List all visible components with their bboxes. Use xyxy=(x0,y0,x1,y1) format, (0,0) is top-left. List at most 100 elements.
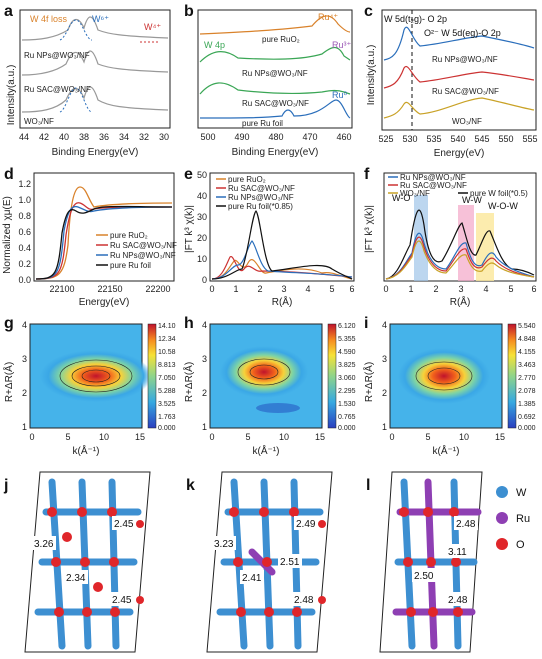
x-tick: 15 xyxy=(495,432,505,442)
panel-label: d xyxy=(4,166,14,183)
oxygen-atom xyxy=(428,607,438,617)
bond-length: 3.23 xyxy=(214,539,234,550)
bond-length: 2.51 xyxy=(280,557,300,568)
trace-ru-nps xyxy=(35,205,173,280)
x-tick: 32 xyxy=(139,132,149,142)
y-tick: 30 xyxy=(197,212,207,222)
x-ticks: 0 1 2 3 4 5 6 xyxy=(383,284,536,294)
x-axis-title: Energy(eV) xyxy=(79,297,130,308)
trace-ru-sac xyxy=(383,66,535,89)
contour-line xyxy=(71,365,121,387)
legend-item: pure RuO₂ xyxy=(228,175,266,184)
colorbar-tick: 3.060 xyxy=(338,375,356,382)
trace-ruo2 xyxy=(199,15,351,35)
trace-label: Ru SAC@WO₃/NF xyxy=(242,99,309,108)
colorbar-tick: 4.848 xyxy=(518,336,536,343)
x-ticks: 0 5 10 15 xyxy=(209,432,325,442)
bond-length: 2.34 xyxy=(66,573,86,584)
contour-hotspot xyxy=(398,348,490,404)
x-tick: 1 xyxy=(233,284,238,294)
trace-label: Ru NPs@WO₃/NF xyxy=(242,69,308,78)
y-tick: 50 xyxy=(197,170,207,180)
x-axis-title: k(Å⁻¹) xyxy=(253,444,280,457)
bond-length: 2.48 xyxy=(294,595,314,606)
x-tick: 460 xyxy=(336,132,351,142)
label-bg xyxy=(446,544,470,558)
y-axis-title: R+ΔR(Å) xyxy=(362,362,375,402)
y-tick: 20 xyxy=(197,233,207,243)
contour-line xyxy=(59,359,133,393)
panel-label: g xyxy=(4,315,14,332)
peak-fit xyxy=(59,87,93,113)
bond-lengths: 3.26 2.45 2.34 2.45 xyxy=(32,516,136,606)
oxygen-atoms xyxy=(47,507,144,617)
plot-frame xyxy=(197,9,353,129)
y-axis-title: R+ΔR(Å) xyxy=(2,362,15,402)
contour-line xyxy=(249,364,279,380)
x-tick: 4 xyxy=(483,284,488,294)
x-tick: 5 xyxy=(245,432,250,442)
colorbar-tick: 0.000 xyxy=(338,425,356,432)
x-tick: 30 xyxy=(159,132,169,142)
x-ticks: 44 42 40 38 36 34 32 30 xyxy=(19,132,169,142)
oxygen-atom xyxy=(403,557,413,567)
oxygen-atom xyxy=(264,607,274,617)
colorbar-tick: 5.288 xyxy=(158,388,176,395)
x-axis-title: k(Å⁻¹) xyxy=(73,444,100,457)
x-tick: 15 xyxy=(135,432,145,442)
x-tick: 525 xyxy=(378,134,393,144)
oxygen-atom xyxy=(107,507,117,517)
oxygen-atom xyxy=(109,557,119,567)
x-axis-title: R(Å) xyxy=(272,295,293,308)
x-tick: 545 xyxy=(474,134,489,144)
plot-frame xyxy=(19,9,171,129)
trace-label: Ru SAC@WO₃/NF xyxy=(24,85,91,94)
bond-length: 2.48 xyxy=(448,595,468,606)
x-tick: 3 xyxy=(281,284,286,294)
legend-item: pure W foil(*0.5) xyxy=(470,189,528,198)
bond-length: 2.50 xyxy=(414,571,434,582)
x-tick: 38 xyxy=(79,132,89,142)
x-tick: 3 xyxy=(458,284,463,294)
y-tick: 3 xyxy=(202,354,207,364)
y-axis-title: Intensity(a.u.) xyxy=(366,45,377,106)
panel-c: c Intensity(a.u.) W 5d(t₂g)- O 2p O²⁻ W … xyxy=(364,3,538,159)
oxygen-atom xyxy=(82,607,92,617)
y-axis-title: Intensity(a.u.) xyxy=(6,65,17,126)
y-tick: 2 xyxy=(22,388,27,398)
panel-d: d Normalized χμ(E) 0.0 0.2 0.4 0.6 0.8 1… xyxy=(2,166,177,308)
trace-label: WO₃/NF xyxy=(24,117,54,126)
bond-lengths: 3.23 2.49 2.51 2.41 2.48 xyxy=(212,516,318,606)
x-tick: 34 xyxy=(119,132,129,142)
w-atom-icon xyxy=(496,486,508,498)
x-axis-title: Energy(eV) xyxy=(434,148,485,159)
x-ticks: 0 1 2 3 4 5 6 xyxy=(209,284,354,294)
y-axis-title: |FT k³ χ(k)| xyxy=(364,205,375,253)
y-tick: 0.4 xyxy=(18,243,31,253)
y-ticks: 1 2 3 4 xyxy=(22,320,27,432)
annotation-eg: O²⁻ W 5d(eg)-O 2p xyxy=(424,28,501,38)
legend-item: Ru NPs@WO₃/NF xyxy=(110,251,176,260)
y-tick: 1 xyxy=(22,422,27,432)
colorbar-tick: 0.000 xyxy=(518,425,536,432)
y-tick: 0 xyxy=(202,275,207,285)
annotation-w-o-w: W-O-W xyxy=(488,201,518,211)
oxygen-atoms xyxy=(399,507,463,617)
plot-frame xyxy=(33,172,175,282)
oxygen-atom xyxy=(62,532,72,542)
colorbar-tick: 0.692 xyxy=(518,414,536,421)
label-bg xyxy=(110,592,134,606)
oxygen-atom xyxy=(54,607,64,617)
bond-length: 2.41 xyxy=(242,573,262,584)
x-tick: 470 xyxy=(302,132,317,142)
y-tick: 1.0 xyxy=(18,195,31,205)
annotation-ru0: Ru⁰ xyxy=(332,90,348,100)
oxygen-atom xyxy=(77,507,87,517)
oxygen-atom xyxy=(451,557,461,567)
panel-label: k xyxy=(186,477,195,494)
x-tick: 530 xyxy=(402,134,417,144)
x-axis-title: Binding Energy(eV) xyxy=(52,147,139,158)
label-bg xyxy=(454,516,478,530)
oxygen-atom xyxy=(399,507,409,517)
atom-legend: W Ru O xyxy=(496,486,530,551)
